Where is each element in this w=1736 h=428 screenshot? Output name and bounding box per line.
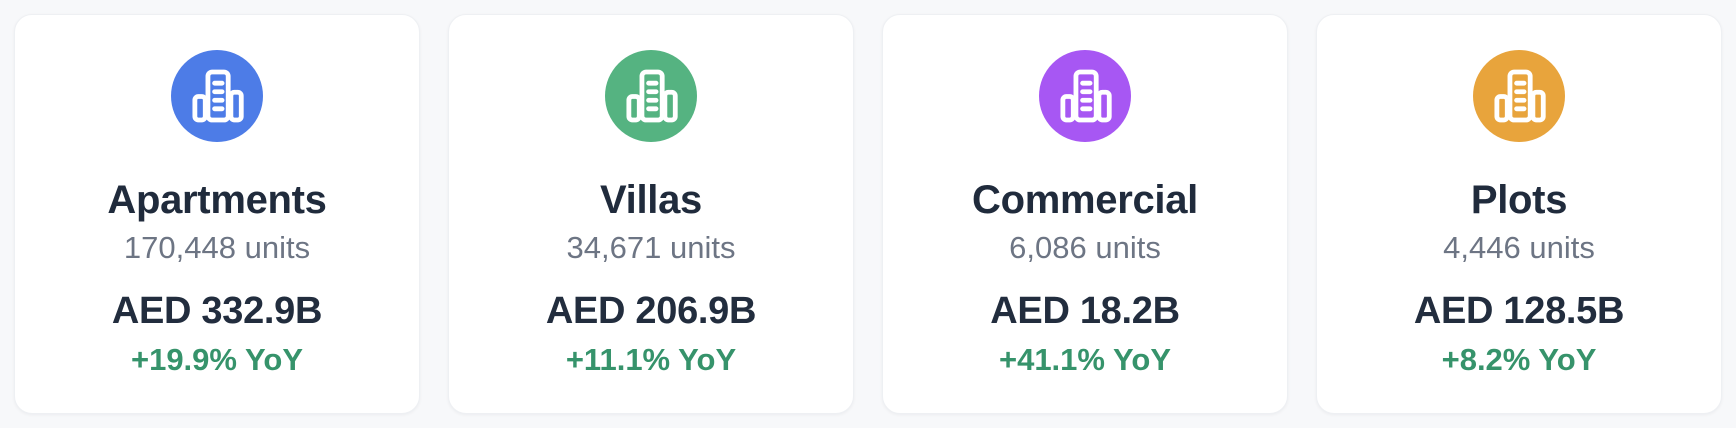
- category-icon-circle: [1473, 50, 1565, 142]
- units-count: 34,671 units: [566, 230, 736, 265]
- category-title: Commercial: [972, 178, 1198, 222]
- units-count: 170,448 units: [123, 230, 311, 265]
- stat-card-villas: Villas 34,671 units AED 206.9B +11.1% Yo…: [448, 14, 854, 414]
- category-icon-circle: [605, 50, 697, 142]
- yoy-change: +19.9% YoY: [130, 341, 304, 377]
- stat-card-apartments: Apartments 170,448 units AED 332.9B +19.…: [14, 14, 420, 414]
- category-title: Plots: [1470, 178, 1568, 222]
- units-count: 4,446 units: [1443, 230, 1595, 265]
- building-icon: [192, 69, 244, 123]
- total-value: AED 206.9B: [545, 290, 757, 333]
- category-title: Apartments: [107, 178, 327, 222]
- yoy-change: +11.1% YoY: [565, 341, 737, 377]
- category-title: Villas: [600, 178, 702, 222]
- total-value: AED 128.5B: [1413, 290, 1625, 333]
- category-icon-circle: [1039, 50, 1131, 142]
- building-icon: [1060, 69, 1112, 123]
- building-icon: [1494, 69, 1546, 123]
- stat-card-commercial: Commercial 6,086 units AED 18.2B +41.1% …: [882, 14, 1288, 414]
- total-value: AED 332.9B: [111, 290, 323, 333]
- yoy-change: +8.2% YoY: [1441, 341, 1597, 377]
- units-count: 6,086 units: [1009, 230, 1161, 265]
- stat-card-plots: Plots 4,446 units AED 128.5B +8.2% YoY: [1316, 14, 1722, 414]
- category-icon-circle: [171, 50, 263, 142]
- yoy-change: +41.1% YoY: [998, 341, 1172, 377]
- building-icon: [626, 69, 678, 123]
- total-value: AED 18.2B: [990, 290, 1180, 333]
